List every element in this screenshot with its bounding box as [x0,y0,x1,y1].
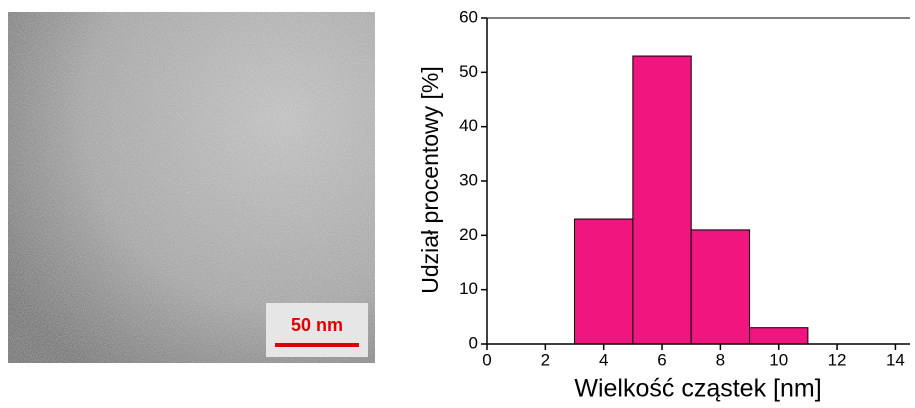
x-tick-label: 2 [541,350,550,369]
y-axis-label: Udział procentowy [%] [417,66,443,294]
histogram: 0 10 20 30 40 50 60 0 2 4 6 8 10 12 14 [459,7,910,369]
bar [749,327,809,345]
x-axis-label: Wielkość cząstek [nm] [574,375,821,403]
y-tick-label: 60 [459,7,478,26]
scale-box [266,303,368,357]
micrograph: 50 nm [8,12,375,363]
x-tick-label: 14 [886,350,905,369]
y-tick-label: 50 [459,62,478,81]
x-tick-label: 4 [599,350,608,369]
scale-bar [275,343,359,347]
y-tick-label: 40 [459,116,478,135]
x-tick-label: 12 [828,350,847,369]
x-tick-label: 8 [716,350,725,369]
bar [690,229,751,345]
scale-label: 50 nm [291,315,343,335]
y-tick-label: 20 [459,225,478,244]
y-tick-label: 10 [459,279,478,298]
x-tick-label: 0 [482,350,491,369]
bar [632,55,692,345]
y-tick-label: 30 [459,170,478,189]
y-tick-label: 0 [469,333,478,352]
x-tick-label: 10 [769,350,788,369]
x-tick-label: 6 [657,350,666,369]
bar [574,218,634,345]
